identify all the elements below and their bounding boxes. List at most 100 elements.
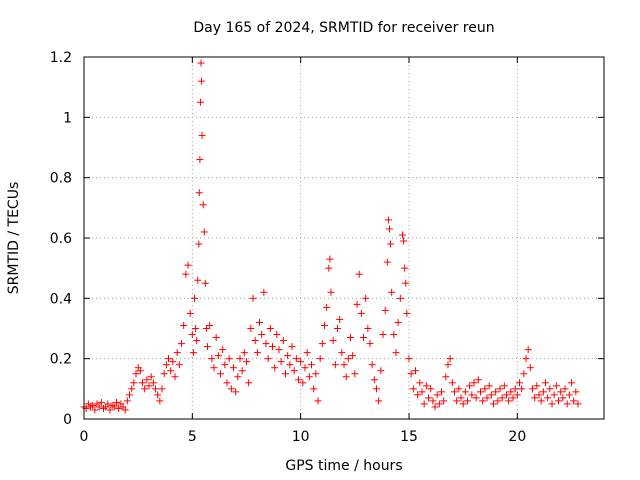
data-point	[468, 391, 476, 399]
y-axis-label: SRMTID / TECUs	[6, 182, 22, 295]
data-point	[123, 397, 131, 405]
data-point	[516, 379, 523, 387]
axis-ticks	[83, 56, 604, 420]
data-point	[490, 400, 497, 408]
data-point	[464, 397, 471, 405]
data-point	[481, 385, 489, 393]
data-point	[238, 367, 246, 375]
data-point	[139, 379, 146, 387]
data-point	[271, 364, 279, 372]
data-point	[498, 394, 506, 402]
data-point	[574, 400, 582, 408]
x-tick-label: 20	[508, 429, 526, 445]
data-point	[412, 367, 419, 375]
data-point	[290, 367, 298, 375]
data-point	[191, 294, 198, 302]
data-point	[338, 349, 346, 357]
data-point	[364, 325, 372, 332]
data-point	[234, 373, 242, 381]
data-point	[152, 385, 159, 393]
data-point	[381, 306, 389, 314]
data-point	[509, 394, 517, 402]
data-point	[492, 388, 500, 396]
data-point	[266, 325, 274, 332]
data-point	[312, 370, 320, 378]
data-point	[344, 355, 352, 363]
data-point	[199, 201, 207, 209]
data-point	[368, 361, 376, 369]
data-point	[314, 397, 322, 405]
data-point	[130, 379, 138, 387]
data-point	[277, 358, 285, 366]
data-point	[232, 388, 240, 396]
data-point	[121, 406, 129, 414]
data-point	[533, 382, 541, 390]
data-point	[299, 379, 307, 387]
x-tick-label: 0	[80, 429, 89, 445]
y-tick-label: 1	[63, 110, 72, 126]
data-point	[303, 349, 311, 357]
data-point	[156, 397, 164, 405]
y-tick-label: 1.2	[50, 50, 72, 66]
data-point	[548, 400, 556, 408]
data-point	[461, 388, 469, 396]
data-point	[422, 382, 430, 390]
data-point	[214, 352, 222, 360]
data-point	[197, 77, 205, 85]
data-point	[253, 349, 261, 357]
data-point	[500, 382, 508, 390]
data-point	[507, 388, 515, 396]
y-tick-label: 0	[63, 412, 72, 428]
data-point	[351, 370, 359, 378]
data-point	[243, 358, 250, 366]
data-point	[483, 394, 491, 402]
data-point	[194, 276, 202, 284]
data-point	[394, 318, 402, 326]
data-point	[154, 391, 162, 399]
data-point	[570, 397, 578, 405]
data-point	[487, 391, 495, 399]
data-point	[409, 385, 417, 393]
data-point	[494, 397, 502, 405]
data-point	[230, 364, 237, 372]
data-point	[186, 309, 194, 317]
data-point	[251, 337, 259, 345]
data-point	[305, 373, 313, 381]
tick-labels: 0 5 10 15 20 0 0.2 0.4 0.6 0.8 1 1.2	[50, 50, 527, 445]
data-point	[414, 391, 422, 399]
data-point	[388, 288, 396, 296]
data-point	[459, 400, 467, 408]
data-point	[264, 355, 272, 363]
data-point	[402, 279, 410, 287]
data-point	[444, 361, 452, 369]
data-point	[208, 355, 216, 363]
data-point	[535, 391, 543, 399]
data-point	[147, 373, 155, 381]
data-point	[279, 337, 287, 345]
chart-title: Day 165 of 2024, SRMTID for receiver reu…	[193, 20, 494, 36]
data-point	[331, 361, 339, 369]
data-point	[511, 385, 519, 393]
data-point	[301, 364, 309, 372]
data-point	[245, 379, 253, 387]
data-point	[295, 376, 302, 384]
data-point	[197, 59, 205, 67]
data-point	[563, 400, 571, 408]
data-point	[474, 376, 482, 384]
data-point	[325, 264, 333, 272]
data-point	[258, 331, 266, 339]
data-point	[247, 325, 255, 332]
data-point	[503, 391, 510, 399]
data-point	[375, 397, 383, 405]
data-point	[206, 321, 214, 329]
data-point	[377, 367, 385, 375]
data-point	[496, 385, 504, 393]
data-point	[321, 321, 328, 329]
data-point	[145, 382, 153, 390]
data-point	[429, 397, 437, 405]
data-point	[200, 228, 208, 236]
data-point	[427, 385, 435, 393]
data-point	[184, 261, 192, 269]
x-axis-label: GPS time / hours	[285, 458, 402, 474]
data-point	[400, 237, 408, 245]
